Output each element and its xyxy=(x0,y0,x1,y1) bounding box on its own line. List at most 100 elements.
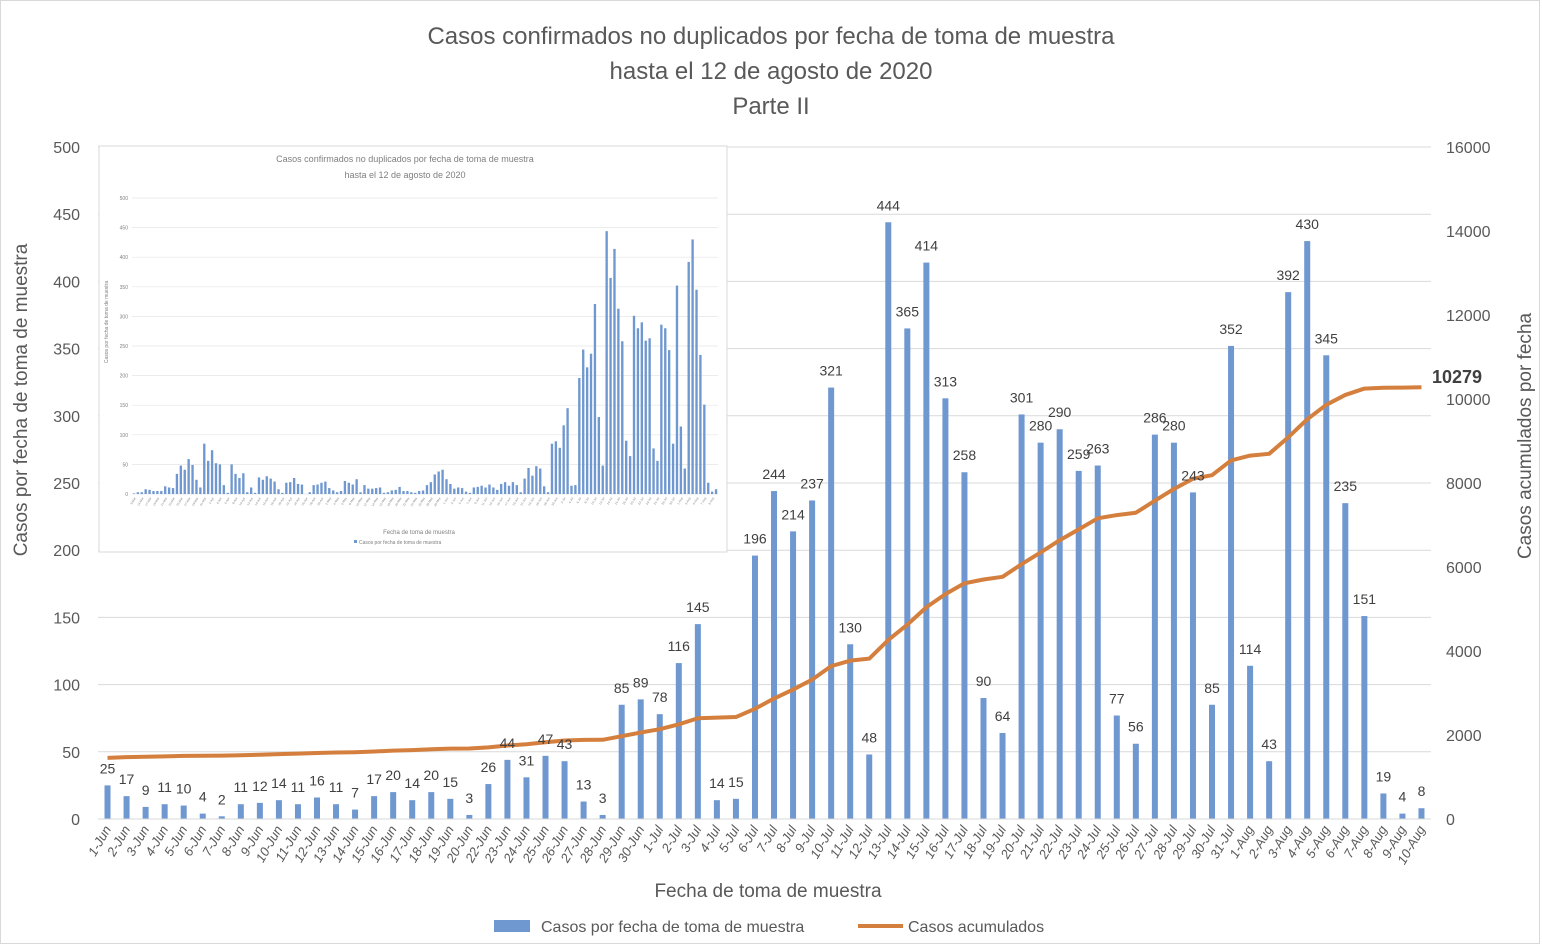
inset-x-tick-label: 14-May xyxy=(371,496,380,507)
inset-bar xyxy=(546,492,550,494)
inset-y-tick-label: 200 xyxy=(120,374,129,380)
bar-data-label: 85 xyxy=(1204,680,1220,696)
inset-x-tick-label: 12-Jul xyxy=(598,496,606,505)
inset-bar xyxy=(695,289,698,494)
inset-x-tick-label: 28-Jul xyxy=(661,496,669,505)
inset-x-tick-label: 26-Jul xyxy=(653,496,661,505)
inset-bar xyxy=(628,456,632,494)
inset-bar xyxy=(414,492,417,494)
inset-bar xyxy=(710,491,714,494)
inset-x-tick-label: 16-May xyxy=(378,496,387,507)
inset-x-tick-label: 9-Aug xyxy=(707,496,715,505)
bar-data-label: 145 xyxy=(686,599,710,615)
inset-x-tick-label: 18-Jul xyxy=(621,496,629,505)
inset-bar xyxy=(374,488,378,494)
inset-bar xyxy=(714,489,718,494)
inset-bar xyxy=(164,486,167,494)
inset-x-tick-label: 12-May xyxy=(363,496,372,507)
bar xyxy=(599,814,606,819)
inset-x-tick-label: 18-May xyxy=(386,496,395,507)
inset-bar xyxy=(433,474,436,494)
bar xyxy=(428,792,435,819)
y-left-tick-label: 450 xyxy=(53,207,80,224)
inset-x-tick-label: 2-May xyxy=(324,496,332,506)
bar-data-label: 352 xyxy=(1219,321,1243,337)
bar xyxy=(504,759,511,819)
inset-bar xyxy=(167,487,171,494)
bar-data-label: 43 xyxy=(557,736,573,752)
inset-x-tick-label: 11-Jun xyxy=(480,496,488,506)
bar xyxy=(1113,715,1120,819)
inset-bar xyxy=(226,492,229,494)
inset-x-tick-label: 28-Jun xyxy=(543,496,551,506)
inset-bar xyxy=(644,340,647,494)
bar xyxy=(275,800,282,819)
inset-bar xyxy=(371,488,374,494)
bar xyxy=(371,796,378,819)
inset-bar xyxy=(300,484,304,494)
inset-bar xyxy=(621,341,624,494)
inset-bar xyxy=(578,377,581,494)
bar xyxy=(1170,442,1177,819)
inset-bar xyxy=(210,450,214,494)
bar-data-label: 64 xyxy=(995,708,1011,724)
inset-y-tick-label: 100 xyxy=(120,433,129,439)
inset-bar xyxy=(339,491,343,494)
inset-bar xyxy=(652,448,655,494)
bar-data-label: 280 xyxy=(1029,418,1053,434)
bar-data-label: 243 xyxy=(1181,467,1205,483)
inset-bar xyxy=(460,488,464,494)
bar-data-label: 12 xyxy=(252,778,268,794)
inset-bar xyxy=(402,491,405,494)
inset-bar xyxy=(140,492,143,494)
inset-bar xyxy=(328,488,331,494)
bar xyxy=(656,714,663,819)
inset-bar xyxy=(703,404,706,494)
inset-x-tick-label: 30-Jul xyxy=(668,496,676,505)
inset-bar xyxy=(574,485,577,494)
inset-bar xyxy=(558,447,561,494)
inset-bar xyxy=(531,475,534,494)
bar xyxy=(409,800,416,819)
bar-data-label: 9 xyxy=(142,782,150,798)
inset-bar xyxy=(320,482,323,494)
inset-y-tick-label: 450 xyxy=(120,226,129,232)
inset-x-tick-label: 20-Jul xyxy=(629,496,637,505)
inset-bar xyxy=(160,491,163,494)
bar xyxy=(694,624,701,819)
bar xyxy=(847,644,854,819)
inset-x-tick-label: 26-May xyxy=(417,496,426,507)
bar xyxy=(1018,414,1025,819)
bar xyxy=(1228,345,1235,819)
bar-data-label: 15 xyxy=(728,774,744,790)
inset-bar xyxy=(410,492,413,494)
y-left-tick-label: 200 xyxy=(53,543,80,560)
inset-x-tick-label: 26-Jun xyxy=(535,496,543,506)
bar xyxy=(447,798,454,819)
bar-data-label: 345 xyxy=(1315,330,1339,346)
bar-data-label: 244 xyxy=(762,466,786,482)
y-left-tick-label: 50 xyxy=(62,745,80,762)
bar xyxy=(485,784,492,819)
cumulative-line xyxy=(107,385,1422,760)
inset-x-tick-label: 22-Apr xyxy=(285,497,293,507)
inset-bar xyxy=(261,479,265,494)
inset-bar xyxy=(539,468,542,494)
bar-data-label: 280 xyxy=(1162,418,1186,434)
y-axis-left: 0 50 100 150 200 250 300 350 400 450 500 xyxy=(53,140,80,829)
inset-bar xyxy=(613,248,616,494)
bar xyxy=(904,328,911,819)
inset-x-tick-label: 26-Apr xyxy=(301,497,309,507)
bar-data-label: 263 xyxy=(1086,441,1110,457)
y-right-tick-label: 2000 xyxy=(1446,728,1482,745)
inset-x-tick-label: 30-May xyxy=(433,496,442,507)
bar-data-label: 2 xyxy=(218,791,226,807)
inset-x-tick-label: 22-Jun xyxy=(519,496,527,506)
inset-x-tick-label: 21-Mar xyxy=(160,497,168,507)
bar xyxy=(523,777,530,819)
inset-x-tick-label: 30-Jun xyxy=(551,496,559,506)
inset-x-tick-label: 12-Apr xyxy=(246,497,254,507)
inset-title-line-1: Casos confirmados no duplicados por fech… xyxy=(276,154,534,164)
inset-x-tick-label: 20-May xyxy=(394,496,403,507)
inset-bar xyxy=(363,485,366,494)
